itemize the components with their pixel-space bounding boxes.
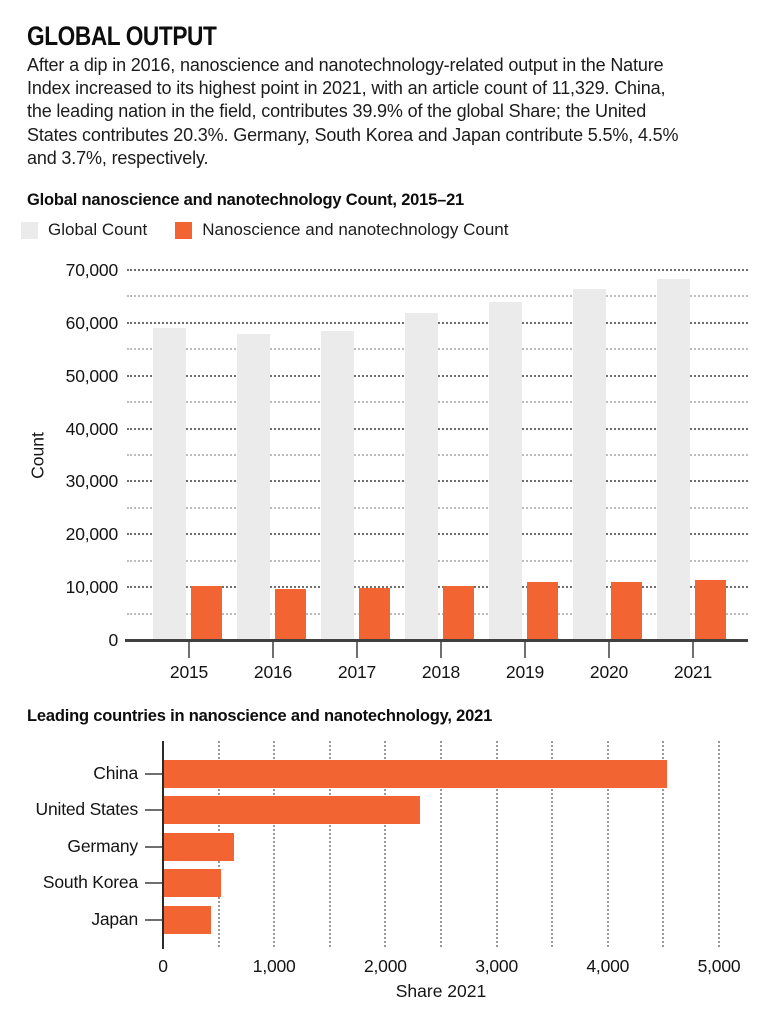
y-tick-label: 10,000 xyxy=(65,577,119,598)
x-tick-label: 4,000 xyxy=(586,956,630,976)
y-tick-label: 40,000 xyxy=(65,418,119,439)
minor-gridline xyxy=(127,295,748,298)
nano-count-bar xyxy=(611,581,642,639)
legend-label-global-count: Global Count xyxy=(48,220,148,239)
y-axis-line xyxy=(162,741,164,949)
country-share-bar xyxy=(164,796,420,825)
global-count-bar xyxy=(321,331,354,639)
y-tick-label: 0 xyxy=(108,630,118,650)
vertical-gridline xyxy=(328,741,331,947)
x-tick-mark xyxy=(440,642,442,658)
nano-count-bar xyxy=(359,587,390,639)
category-tick-mark xyxy=(145,882,162,885)
x-tick-label: 0 xyxy=(158,956,168,976)
vertical-gridline xyxy=(662,741,665,947)
x-tick-mark xyxy=(692,642,694,658)
x-axis-title: Share 2021 xyxy=(395,981,487,1001)
x-tick-mark xyxy=(188,642,190,658)
country-share-bar xyxy=(164,905,211,934)
vertical-gridline xyxy=(606,741,609,947)
x-tick-label: 2015 xyxy=(169,662,209,682)
vertical-gridline xyxy=(495,741,498,947)
nano-count-bar xyxy=(443,585,474,639)
vertical-gridline xyxy=(273,741,276,947)
global-count-bar xyxy=(657,278,690,639)
x-tick-label: 2018 xyxy=(421,662,461,682)
nano-count-bar xyxy=(275,589,306,639)
x-tick-mark xyxy=(272,642,274,658)
legend-item-global-count: Global Count xyxy=(21,220,147,240)
vertical-gridline xyxy=(551,741,554,947)
country-share-bar xyxy=(164,869,222,898)
chart1-title: Global nanoscience and nanotechnology Co… xyxy=(27,191,465,209)
category-tick-mark xyxy=(145,918,162,921)
category-label: China xyxy=(93,763,138,783)
x-tick-label: 2021 xyxy=(673,662,713,682)
x-tick-mark xyxy=(608,642,610,658)
page-title: GLOBAL OUTPUT xyxy=(27,21,217,51)
x-tick-label: 2017 xyxy=(337,662,377,682)
x-tick-label: 5,000 xyxy=(697,956,741,976)
x-tick-label: 2020 xyxy=(589,662,629,682)
legend-label-nano-count: Nanoscience and nanotechnology Count xyxy=(202,220,509,239)
y-tick-label: 70,000 xyxy=(65,260,119,280)
global-count-bar xyxy=(237,334,270,639)
legend-item-nano-count: Nanoscience and nanotechnology Count xyxy=(175,220,508,240)
intro-text: After a dip in 2016, nanoscience and nan… xyxy=(27,55,679,168)
category-label: United States xyxy=(35,799,139,820)
nano-count-bar xyxy=(191,585,222,639)
nano-count-bar xyxy=(695,580,726,639)
x-tick-label: 3,000 xyxy=(475,956,518,976)
x-tick-label: 1,000 xyxy=(252,956,296,976)
category-label: Japan xyxy=(91,908,138,929)
vertical-gridline xyxy=(718,741,720,947)
category-label: Germany xyxy=(67,835,138,856)
global-count-bar xyxy=(405,312,438,639)
nano-count-swatch xyxy=(175,221,193,239)
y-tick-label: 20,000 xyxy=(65,524,119,545)
x-tick-mark xyxy=(356,642,358,658)
vertical-gridline xyxy=(384,741,387,947)
x-tick-label: 2016 xyxy=(253,662,293,682)
x-tick-mark xyxy=(524,642,526,658)
global-count-bar xyxy=(153,328,186,639)
category-label: South Korea xyxy=(42,872,138,893)
y-tick-label: 50,000 xyxy=(65,365,119,386)
category-tick-mark xyxy=(145,809,162,812)
y-tick-label: 60,000 xyxy=(65,312,119,333)
global-count-swatch xyxy=(21,221,38,239)
category-tick-mark xyxy=(145,845,162,848)
major-gridline xyxy=(127,269,748,271)
nano-count-bar xyxy=(527,582,558,639)
category-tick-mark xyxy=(145,773,162,775)
country-share-bar xyxy=(164,760,667,788)
x-axis-line xyxy=(125,639,748,642)
country-share-bar xyxy=(164,832,235,861)
y-tick-label: 30,000 xyxy=(65,471,119,492)
y-axis-title: Count xyxy=(27,432,48,479)
vertical-gridline xyxy=(440,741,442,947)
chart1-legend: Global Count Nanoscience and nanotechnol… xyxy=(21,220,508,240)
x-tick-label: 2,000 xyxy=(363,956,407,976)
x-tick-label: 2019 xyxy=(505,662,545,682)
global-count-bar xyxy=(573,288,606,639)
global-count-bar xyxy=(489,302,522,639)
chart2-title: Leading countries in nanoscience and nan… xyxy=(27,707,493,725)
